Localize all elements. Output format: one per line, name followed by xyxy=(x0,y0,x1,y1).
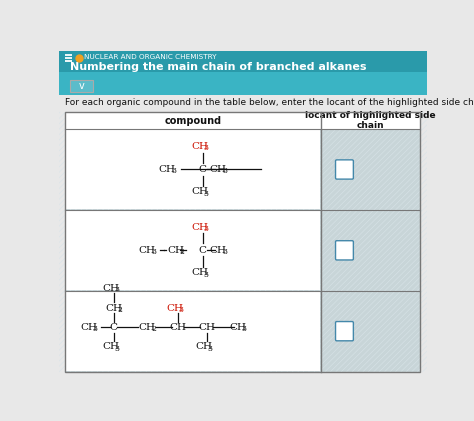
Text: 3: 3 xyxy=(204,190,209,198)
Text: 3: 3 xyxy=(208,344,212,352)
Text: CH: CH xyxy=(167,246,184,255)
Text: CH: CH xyxy=(191,187,208,196)
Text: 3: 3 xyxy=(151,248,156,256)
Text: CH: CH xyxy=(158,165,175,174)
Text: CH: CH xyxy=(229,323,246,332)
Text: 3: 3 xyxy=(242,325,246,333)
Text: C: C xyxy=(199,246,207,255)
Text: 2: 2 xyxy=(151,325,156,333)
Bar xyxy=(65,112,420,129)
Text: Numbering the main chain of branched alkanes: Numbering the main chain of branched alk… xyxy=(70,62,366,72)
Text: v: v xyxy=(79,81,84,91)
FancyBboxPatch shape xyxy=(336,241,353,260)
Text: CH: CH xyxy=(138,323,155,332)
Text: locant of highlighted side
chain: locant of highlighted side chain xyxy=(305,111,436,130)
Text: 3: 3 xyxy=(222,168,227,176)
Text: CH: CH xyxy=(191,268,208,277)
Text: CH: CH xyxy=(166,304,183,312)
Text: C: C xyxy=(199,165,207,174)
Text: 3: 3 xyxy=(115,344,119,352)
Text: NUCLEAR AND ORGANIC CHEMISTRY: NUCLEAR AND ORGANIC CHEMISTRY xyxy=(84,54,217,61)
Text: CH: CH xyxy=(102,342,119,351)
Text: 3: 3 xyxy=(179,306,184,314)
Text: CH: CH xyxy=(80,323,97,332)
Text: 3: 3 xyxy=(93,325,98,333)
Bar xyxy=(65,112,420,372)
Text: CH: CH xyxy=(105,304,122,312)
Bar xyxy=(66,291,320,371)
Text: CH: CH xyxy=(138,246,155,255)
Bar xyxy=(70,80,93,92)
Text: CH: CH xyxy=(198,323,215,332)
Text: 2: 2 xyxy=(180,248,184,256)
Text: CH: CH xyxy=(195,342,212,351)
Bar xyxy=(65,112,420,372)
Bar xyxy=(66,210,320,290)
Text: CH: CH xyxy=(210,246,227,255)
Text: 3: 3 xyxy=(115,286,119,294)
Bar xyxy=(59,95,427,375)
Text: For each organic compound in the table below, enter the locant of the highlighte: For each organic compound in the table b… xyxy=(65,98,474,107)
Text: 3: 3 xyxy=(204,144,209,152)
Text: C: C xyxy=(109,323,118,332)
Bar xyxy=(59,72,427,95)
Text: CH: CH xyxy=(191,142,208,151)
Text: CH: CH xyxy=(102,284,119,293)
Text: CH: CH xyxy=(169,323,186,332)
FancyBboxPatch shape xyxy=(336,322,353,341)
Text: CH: CH xyxy=(210,165,227,174)
Text: compound: compound xyxy=(165,116,222,125)
FancyBboxPatch shape xyxy=(336,160,353,179)
Text: CH: CH xyxy=(191,223,208,232)
Text: 3: 3 xyxy=(171,168,176,176)
Text: 3: 3 xyxy=(222,248,227,256)
Bar xyxy=(59,51,427,72)
Text: 3: 3 xyxy=(204,225,209,233)
Bar xyxy=(66,130,320,209)
Text: 2: 2 xyxy=(118,306,122,314)
Text: 3: 3 xyxy=(204,271,209,279)
